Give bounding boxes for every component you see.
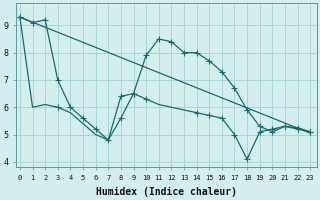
- X-axis label: Humidex (Indice chaleur): Humidex (Indice chaleur): [96, 186, 237, 197]
